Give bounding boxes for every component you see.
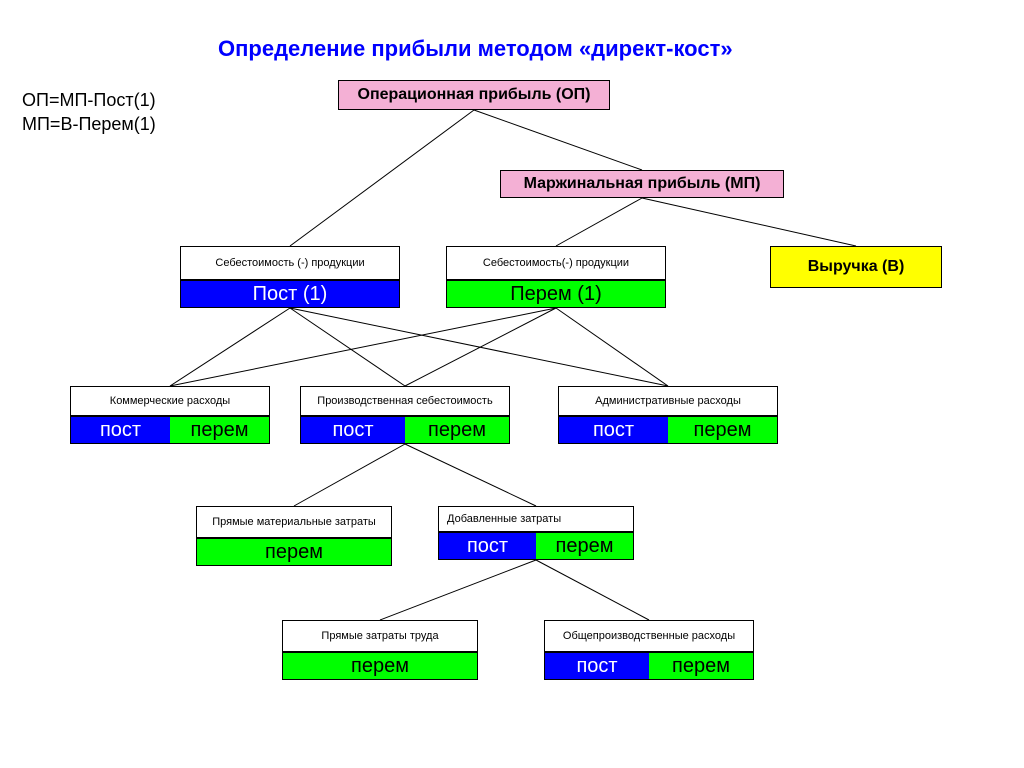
node-mp: Маржинальная прибыль (МП) xyxy=(500,170,784,198)
split-right: перем xyxy=(170,417,269,443)
node-com_hdr: Коммерческие расходы xyxy=(70,386,270,416)
edge xyxy=(536,560,649,620)
node-rev: Выручка (В) xyxy=(770,246,942,288)
node-lab_hdr: Прямые затраты труда xyxy=(282,620,478,652)
edge xyxy=(294,444,405,506)
formulas-block: ОП=МП-Пост(1)МП=В-Перем(1) xyxy=(22,88,156,136)
node-add_hdr: Добавленные затраты xyxy=(438,506,634,532)
split-left: пост xyxy=(439,533,536,559)
edge xyxy=(474,110,642,170)
split-right: перем xyxy=(536,533,633,559)
node-ovh_hdr: Общепроизводственные расходы xyxy=(544,620,754,652)
node-cost_var_hdr: Себестоимость(-) продукции xyxy=(446,246,666,280)
node-cost_var_strip: Перем (1) xyxy=(446,280,666,308)
formula-line: МП=В-Перем(1) xyxy=(22,112,156,136)
split-right: перем xyxy=(649,653,753,679)
edge xyxy=(290,110,474,246)
edge xyxy=(170,308,556,386)
node-op: Операционная прибыль (ОП) xyxy=(338,80,610,110)
edge xyxy=(380,560,536,620)
node-split-prod_split: постперем xyxy=(300,416,510,444)
edge xyxy=(290,308,405,386)
split-right: перем xyxy=(668,417,777,443)
edge xyxy=(556,308,668,386)
edge xyxy=(405,308,556,386)
edge xyxy=(556,198,642,246)
node-dirmat_strip: перем xyxy=(196,538,392,566)
split-left: пост xyxy=(559,417,668,443)
node-lab_strip: перем xyxy=(282,652,478,680)
split-right: перем xyxy=(405,417,509,443)
diagram-stage: Определение прибыли методом «директ-кост… xyxy=(0,0,1024,768)
node-split-adm_split: постперем xyxy=(558,416,778,444)
edge xyxy=(170,308,290,386)
node-adm_hdr: Административные расходы xyxy=(558,386,778,416)
split-left: пост xyxy=(545,653,649,679)
edge xyxy=(290,308,668,386)
node-split-add_split: постперем xyxy=(438,532,634,560)
split-left: пост xyxy=(71,417,170,443)
node-cost_fixed_strip: Пост (1) xyxy=(180,280,400,308)
formula-line: ОП=МП-Пост(1) xyxy=(22,88,156,112)
split-left: пост xyxy=(301,417,405,443)
node-dirmat_hdr: Прямые материальные затраты xyxy=(196,506,392,538)
edge xyxy=(405,444,536,506)
node-cost_fixed_hdr: Себестоимость (-) продукции xyxy=(180,246,400,280)
edge xyxy=(642,198,856,246)
node-split-ovh_split: постперем xyxy=(544,652,754,680)
node-prod_hdr: Производственная себестоимость xyxy=(300,386,510,416)
node-split-com_split: постперем xyxy=(70,416,270,444)
diagram-title: Определение прибыли методом «директ-кост… xyxy=(218,36,733,62)
